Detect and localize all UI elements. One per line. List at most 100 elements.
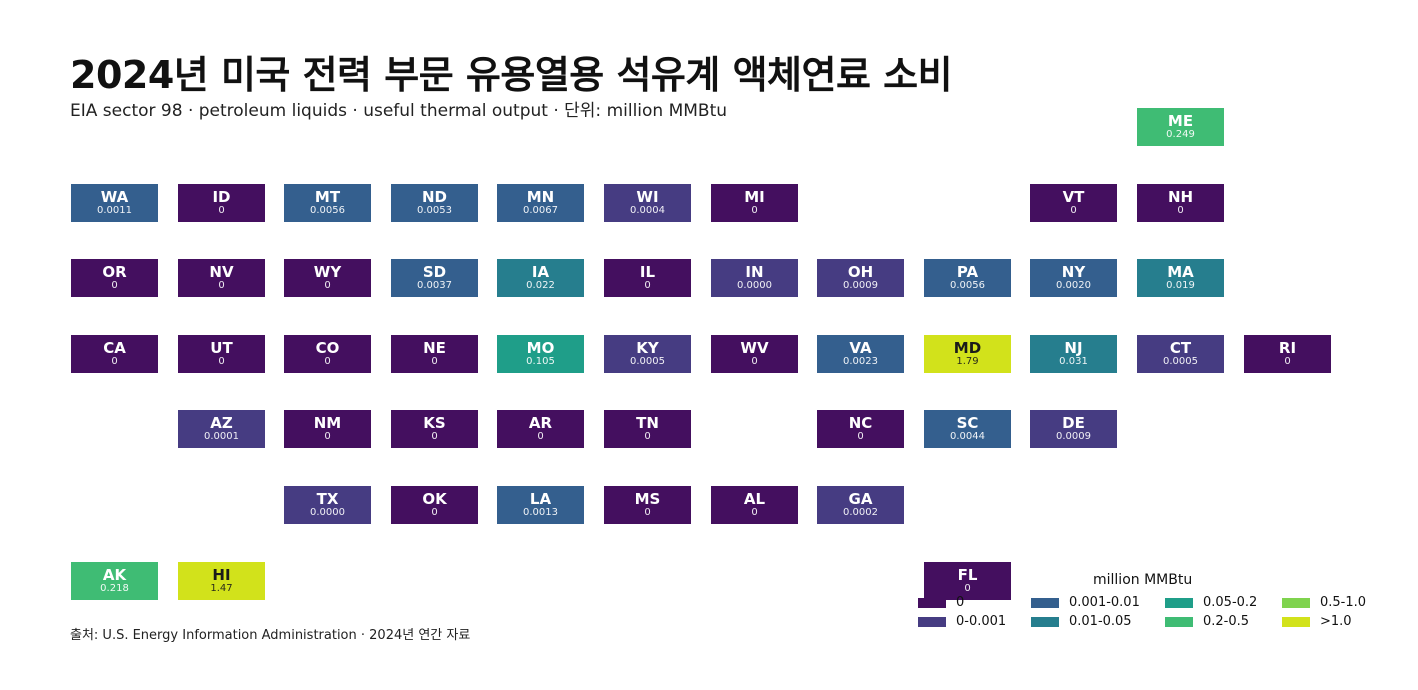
- state-abbr: SC: [956, 414, 979, 432]
- state-tile-mn: MN 0.0067: [497, 184, 584, 222]
- state-abbr: IN: [745, 263, 764, 281]
- legend-swatch: [1031, 598, 1059, 608]
- state-tile-co: CO 0: [284, 335, 371, 373]
- state-tile-fl: FL 0: [924, 562, 1011, 600]
- state-abbr: AL: [743, 490, 766, 508]
- state-abbr: MD: [953, 339, 982, 357]
- state-tile-mo: MO 0.105: [497, 335, 584, 373]
- state-tile-wv: WV 0: [711, 335, 798, 373]
- state-value: 0: [1284, 356, 1291, 367]
- state-value: 0.0037: [417, 280, 452, 291]
- state-abbr: CA: [103, 339, 126, 357]
- state-value: 0.0005: [1163, 356, 1198, 367]
- state-abbr: AR: [528, 414, 553, 432]
- state-abbr: KY: [636, 339, 659, 357]
- state-abbr: UT: [210, 339, 233, 357]
- state-tile-nm: NM 0: [284, 410, 371, 448]
- legend-label: 0-0.001: [956, 614, 1007, 629]
- state-abbr: RI: [1278, 339, 1297, 357]
- state-value: 0.0011: [97, 205, 132, 216]
- state-tile-az: AZ 0.0001: [178, 410, 265, 448]
- state-tile-wa: WA 0.0011: [71, 184, 158, 222]
- state-value: 0: [644, 507, 651, 518]
- state-abbr: MS: [634, 490, 661, 508]
- state-value: 0: [1070, 205, 1077, 216]
- legend-swatch: [1282, 598, 1310, 608]
- state-value: 0: [644, 280, 651, 291]
- state-tile-hi: HI 1.47: [178, 562, 265, 600]
- state-tile-wy: WY 0: [284, 259, 371, 297]
- legend-swatch: [918, 598, 946, 608]
- state-tile-tn: TN 0: [604, 410, 691, 448]
- state-tile-ca: CA 0: [71, 335, 158, 373]
- state-tile-ne: NE 0: [391, 335, 478, 373]
- state-value: 0.0005: [630, 356, 665, 367]
- page-title: 2024년 미국 전력 부문 유용열용 석유계 액체연료 소비: [70, 53, 953, 97]
- state-abbr: MT: [314, 188, 341, 206]
- state-abbr: MI: [744, 188, 765, 206]
- state-abbr: LA: [529, 490, 552, 508]
- legend-label: 0.001-0.01: [1069, 595, 1140, 610]
- state-value: 0.0013: [523, 507, 558, 518]
- state-abbr: NY: [1061, 263, 1086, 281]
- state-abbr: WA: [100, 188, 129, 206]
- state-abbr: ME: [1167, 112, 1194, 130]
- state-tile-oh: OH 0.0009: [817, 259, 904, 297]
- state-value: 0.019: [1166, 280, 1195, 291]
- state-value: 0: [324, 280, 331, 291]
- state-tile-ak: AK 0.218: [71, 562, 158, 600]
- state-abbr: SD: [422, 263, 447, 281]
- state-abbr: TN: [636, 414, 659, 432]
- state-abbr: MA: [1167, 263, 1194, 281]
- state-tile-la: LA 0.0013: [497, 486, 584, 524]
- state-tile-nj: NJ 0.031: [1030, 335, 1117, 373]
- state-abbr: FL: [957, 566, 978, 584]
- state-value: 0: [751, 356, 758, 367]
- state-abbr: NC: [848, 414, 873, 432]
- state-tile-md: MD 1.79: [924, 335, 1011, 373]
- legend-label: 0.05-0.2: [1203, 595, 1258, 610]
- state-tile-va: VA 0.0023: [817, 335, 904, 373]
- state-value: 0: [431, 431, 438, 442]
- state-value: 0.0000: [737, 280, 772, 291]
- state-abbr: OK: [422, 490, 447, 508]
- state-value: 0.0053: [417, 205, 452, 216]
- state-abbr: IL: [639, 263, 656, 281]
- state-abbr: OH: [847, 263, 874, 281]
- state-value: 0: [751, 507, 758, 518]
- state-abbr: CT: [1169, 339, 1192, 357]
- state-value: 0: [644, 431, 651, 442]
- state-value: 0.0004: [630, 205, 665, 216]
- legend-label: >1.0: [1320, 614, 1352, 629]
- state-value: 0.0002: [843, 507, 878, 518]
- state-abbr: HI: [212, 566, 231, 584]
- state-value: 0.218: [100, 583, 129, 594]
- legend-swatch: [1165, 617, 1193, 627]
- state-value: 0: [324, 356, 331, 367]
- state-abbr: IA: [531, 263, 550, 281]
- legend-swatch: [1031, 617, 1059, 627]
- state-value: 0: [751, 205, 758, 216]
- state-tile-ut: UT 0: [178, 335, 265, 373]
- state-abbr: KS: [423, 414, 446, 432]
- state-value: 0: [964, 583, 971, 594]
- source-note: 출처: U.S. Energy Information Administrati…: [70, 628, 471, 643]
- state-tile-ga: GA 0.0002: [817, 486, 904, 524]
- state-value: 0: [324, 431, 331, 442]
- state-tile-ia: IA 0.022: [497, 259, 584, 297]
- state-value: 0: [218, 280, 225, 291]
- state-value: 0: [218, 205, 225, 216]
- state-value: 0.0009: [1056, 431, 1091, 442]
- state-value: 0: [218, 356, 225, 367]
- state-abbr: ND: [421, 188, 447, 206]
- state-abbr: ID: [212, 188, 231, 206]
- state-abbr: NJ: [1064, 339, 1083, 357]
- state-value: 0: [857, 431, 864, 442]
- state-abbr: CO: [315, 339, 340, 357]
- state-tile-ks: KS 0: [391, 410, 478, 448]
- state-abbr: MO: [526, 339, 555, 357]
- state-tile-ct: CT 0.0005: [1137, 335, 1224, 373]
- state-value: 0: [431, 356, 438, 367]
- state-tile-tx: TX 0.0000: [284, 486, 371, 524]
